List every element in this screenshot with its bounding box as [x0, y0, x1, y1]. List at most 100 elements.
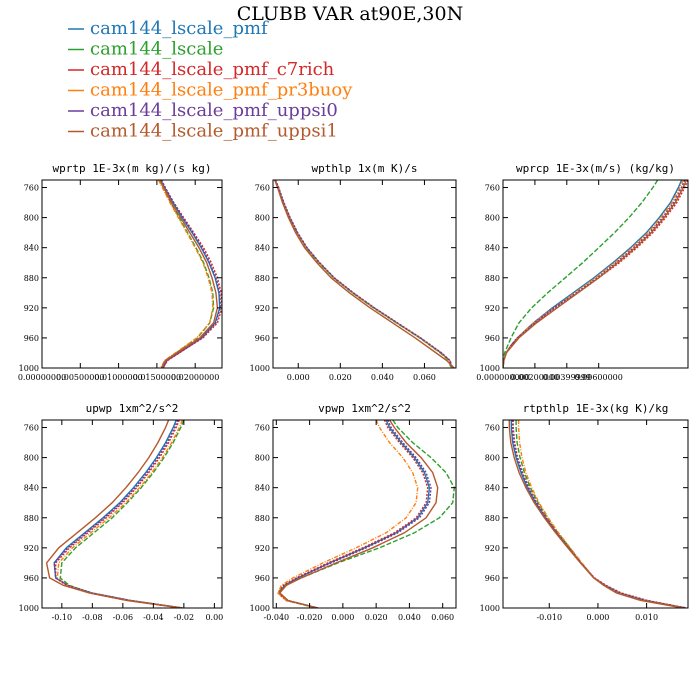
panel-3: wprcp 1E-3x(m/s) (kg/kg) 760 800 840 880 920 9… — [476, 162, 689, 382]
x-tick-label: 0.060 — [431, 613, 454, 622]
y-tick-label: 760 — [255, 424, 270, 433]
x-tick-label: -0.08 — [82, 613, 103, 622]
y-tick-label: 880 — [255, 274, 270, 283]
y-tick-label: 800 — [24, 214, 39, 223]
x-tick-label: -0.10 — [52, 613, 73, 622]
y-tick-label: 1000 — [480, 604, 500, 613]
y-tick-label: 880 — [485, 514, 500, 523]
y-tick-label: 1000 — [480, 364, 500, 373]
y-tick-label: 920 — [485, 304, 500, 313]
x-tick-label: 0.040 — [398, 613, 421, 622]
panel-title: wprtp 1E-3x(m kg)/(s kg) — [53, 162, 212, 175]
panel-4: upwp 1xm^2/s^2 760 800 840 880 920 960 1000 -0.1… — [19, 402, 224, 622]
y-tick-label: 960 — [255, 574, 270, 583]
series-line-6 — [274, 180, 455, 368]
plot-frame — [272, 419, 457, 609]
series-line-3 — [512, 420, 687, 608]
y-tick-label: 960 — [485, 574, 500, 583]
y-tick-label: 960 — [24, 574, 39, 583]
series-line-5 — [511, 420, 686, 608]
x-tick-label: 0.000 — [287, 373, 310, 382]
series-line-1 — [503, 180, 683, 368]
series-line-2 — [274, 180, 452, 368]
x-tick-label: 0.040 — [371, 373, 394, 382]
x-tick-label: 0.00600000 — [575, 373, 623, 382]
y-tick-label: 920 — [24, 304, 39, 313]
y-tick-label: 880 — [485, 274, 500, 283]
y-tick-label: 920 — [255, 304, 270, 313]
series-line-6 — [159, 180, 219, 368]
series-line-4 — [274, 180, 453, 368]
series-line-1 — [278, 420, 431, 608]
y-tick-label: 840 — [485, 484, 500, 493]
series-line-4 — [503, 180, 684, 368]
x-tick-label: -0.06 — [113, 613, 134, 622]
x-tick-label: 0.00 — [205, 613, 223, 622]
y-tick-label: 800 — [485, 454, 500, 463]
y-tick-label: 800 — [485, 214, 500, 223]
x-tick-label: 0.020 — [329, 373, 352, 382]
series-group — [277, 420, 456, 608]
series-line-2 — [59, 420, 185, 608]
plot-frame — [502, 419, 689, 609]
x-tick-label: -0.040 — [264, 613, 290, 622]
y-tick-label: 760 — [485, 424, 500, 433]
series-group — [45, 420, 185, 608]
series-line-4 — [56, 420, 183, 608]
y-tick-label: 800 — [255, 214, 270, 223]
x-tick-label: 0.00500000 — [56, 373, 104, 382]
y-tick-label: 880 — [24, 514, 39, 523]
legend-label: cam144_lscale_pmf — [90, 18, 269, 39]
legend: cam144_lscale_pmfcam144_lscalecam144_lsc… — [68, 18, 353, 142]
x-tick-label: 0.060 — [413, 373, 436, 382]
legend-label: cam144_lscale_pmf_uppsi0 — [90, 100, 338, 121]
y-tick-label: 760 — [24, 184, 39, 193]
y-tick-label: 760 — [255, 184, 270, 193]
y-tick-label: 760 — [24, 424, 39, 433]
y-tick-label: 800 — [24, 454, 39, 463]
series-group — [157, 180, 222, 368]
y-tick-label: 1000 — [250, 604, 270, 613]
series-group — [274, 180, 455, 368]
series-line-4 — [277, 420, 419, 608]
legend-label: cam144_lscale_pmf_pr3buoy — [90, 80, 353, 101]
panel-title: vpwp 1xm^2/s^2 — [318, 402, 411, 415]
panel-1: wprtp 1E-3x(m kg)/(s kg) 760 800 840 880 920 9… — [18, 162, 223, 382]
x-tick-label: 0.02000000 — [171, 373, 219, 382]
y-tick-label: 880 — [255, 514, 270, 523]
series-group — [508, 420, 687, 608]
series-group — [503, 180, 688, 368]
plot-frame — [272, 179, 457, 369]
series-line-4 — [157, 180, 214, 368]
series-line-5 — [503, 180, 686, 368]
x-tick-label: 0.000 — [331, 613, 354, 622]
x-tick-label: -0.02 — [174, 613, 195, 622]
x-tick-label: 0.01500000 — [133, 373, 181, 382]
series-line-5 — [278, 420, 432, 608]
panel-title: rtpthlp 1E-3x(kg K)/kg — [523, 402, 669, 415]
series-line-6 — [503, 180, 688, 368]
panel-2: wpthlp 1x(m K)/s 760 800 840 880 920 960 1000 0.… — [250, 162, 457, 382]
series-line-6 — [278, 420, 439, 608]
figure-title: CLUBB VAR at90E,30N — [237, 3, 463, 25]
x-tick-label: 0.010 — [635, 613, 658, 622]
panel-5: vpwp 1xm^2/s^27608008408809209601000-0.0… — [250, 402, 457, 622]
series-line-6 — [45, 420, 183, 608]
series-line-3 — [160, 180, 222, 368]
y-tick-label: 960 — [485, 334, 500, 343]
y-tick-label: 1000 — [19, 364, 39, 373]
x-tick-label: 0.020 — [365, 613, 388, 622]
panel-title: wpthlp 1x(m K)/s — [312, 162, 418, 175]
y-tick-label: 760 — [485, 184, 500, 193]
x-tick-label: -0.04 — [143, 613, 164, 622]
series-line-2 — [158, 180, 215, 368]
series-line-3 — [277, 420, 429, 608]
panels: wprtp 1E-3x(m kg)/(s kg) 760 800 840 880 920 9… — [18, 162, 689, 622]
plot-frame — [502, 179, 689, 369]
y-tick-label: 920 — [24, 544, 39, 553]
y-tick-label: 800 — [255, 454, 270, 463]
y-tick-label: 840 — [485, 244, 500, 253]
plot-frame — [41, 419, 223, 609]
series-line-5 — [160, 180, 222, 368]
